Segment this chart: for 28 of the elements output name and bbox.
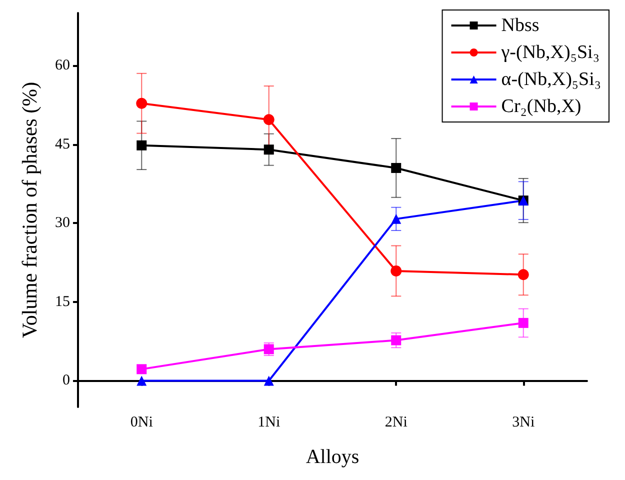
point — [264, 376, 274, 386]
x-tick-label: 1Ni — [258, 414, 280, 430]
point — [391, 162, 402, 173]
point — [136, 98, 148, 109]
y-tick-label: 30 — [55, 215, 70, 232]
point — [518, 318, 528, 328]
y-tick-label: 15 — [55, 294, 70, 310]
point — [391, 214, 402, 224]
point — [390, 265, 402, 276]
x-tick-label: 3Ni — [512, 414, 535, 430]
y-tick-label: 60 — [55, 58, 70, 74]
y-tick-label: 0 — [62, 372, 70, 389]
point — [263, 114, 274, 126]
x-tick-label: 0Ni — [130, 414, 153, 430]
y-tick-label: 45 — [55, 136, 70, 152]
legend-label: α-(Nb,X)₅Si₃ — [501, 69, 602, 90]
x-axis-title: Alloys — [306, 446, 360, 468]
legend-label: γ-(Nb,X)₅Si₃ — [500, 42, 600, 63]
point — [136, 364, 147, 374]
legend-label: Cr₂(Nb,X) — [501, 96, 582, 117]
point — [391, 335, 402, 346]
point — [518, 269, 529, 280]
x-tick-label: 2Ni — [384, 414, 408, 430]
legend-label: Nbss — [501, 15, 540, 36]
point — [136, 376, 147, 386]
point — [264, 144, 274, 155]
point — [136, 140, 147, 150]
y-axis-title: Volume fraction of phases (%) — [18, 82, 42, 338]
